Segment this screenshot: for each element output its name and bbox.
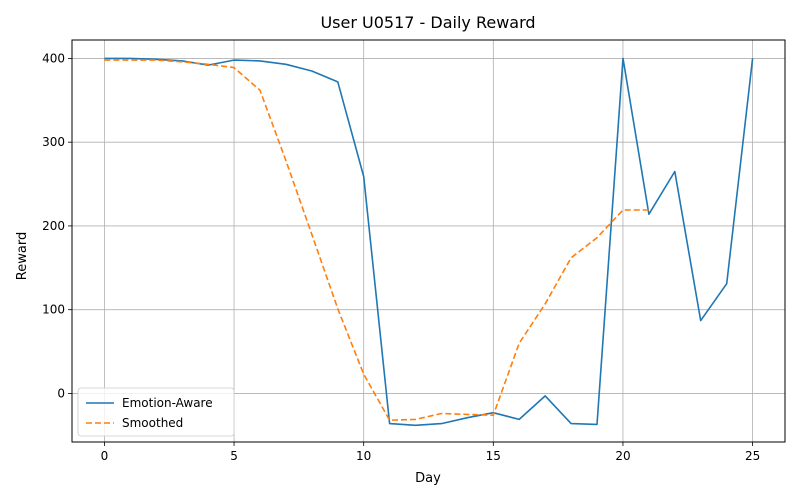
x-axis-label: Day [415,471,441,486]
series-layer [104,57,754,427]
legend: Emotion-Aware Smoothed [77,387,235,437]
legend-label: Smoothed [122,416,183,430]
x-tick-label: 20 [615,449,630,463]
y-tick-label: 100 [42,303,65,317]
x-tick-label: 0 [101,449,109,463]
x-tick-label: 15 [486,449,501,463]
legend-label: Emotion-Aware [122,396,213,410]
x-tick-label: 5 [230,449,238,463]
plot-frame [71,39,786,443]
x-axis-ticks: 0 5 10 15 20 25 [101,442,760,463]
y-tick-label: 200 [42,219,65,233]
y-axis-ticks: 0 100 200 300 400 [42,51,72,400]
chart-title: User U0517 - Daily Reward [320,13,535,32]
x-tick-label: 25 [745,449,760,463]
y-tick-label: 300 [42,135,65,149]
series-line-smoothed [104,59,649,422]
y-tick-label: 0 [57,386,65,400]
legend-box [77,387,235,437]
grid [72,40,785,442]
y-tick-label: 400 [42,51,65,65]
x-tick-label: 10 [356,449,371,463]
y-axis-label: Reward [15,232,30,280]
